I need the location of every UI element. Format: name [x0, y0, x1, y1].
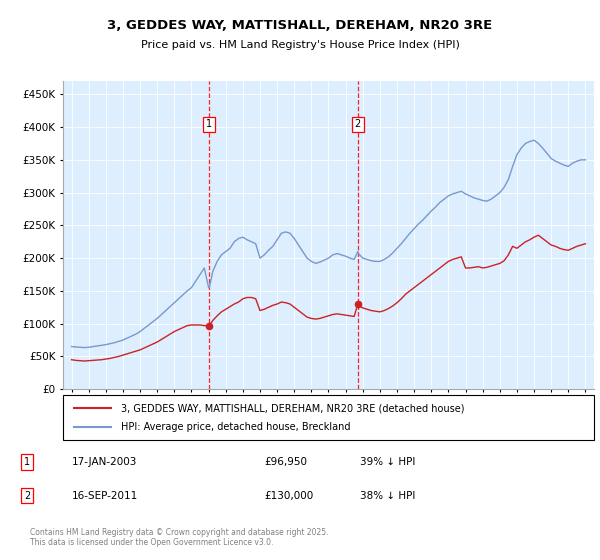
Text: 17-JAN-2003: 17-JAN-2003 — [72, 457, 137, 467]
FancyBboxPatch shape — [63, 395, 594, 440]
Text: 1: 1 — [24, 457, 30, 467]
Text: HPI: Average price, detached house, Breckland: HPI: Average price, detached house, Brec… — [121, 422, 351, 432]
Text: 3, GEDDES WAY, MATTISHALL, DEREHAM, NR20 3RE (detached house): 3, GEDDES WAY, MATTISHALL, DEREHAM, NR20… — [121, 403, 465, 413]
Text: Contains HM Land Registry data © Crown copyright and database right 2025.
This d: Contains HM Land Registry data © Crown c… — [30, 528, 329, 547]
Text: 3, GEDDES WAY, MATTISHALL, DEREHAM, NR20 3RE: 3, GEDDES WAY, MATTISHALL, DEREHAM, NR20… — [107, 18, 493, 32]
Text: 1: 1 — [206, 119, 212, 129]
Text: 2: 2 — [355, 119, 361, 129]
Text: Price paid vs. HM Land Registry's House Price Index (HPI): Price paid vs. HM Land Registry's House … — [140, 40, 460, 50]
Text: 16-SEP-2011: 16-SEP-2011 — [72, 491, 138, 501]
Text: £96,950: £96,950 — [264, 457, 307, 467]
Text: 38% ↓ HPI: 38% ↓ HPI — [360, 491, 415, 501]
Text: £130,000: £130,000 — [264, 491, 313, 501]
Text: 39% ↓ HPI: 39% ↓ HPI — [360, 457, 415, 467]
Text: 2: 2 — [24, 491, 30, 501]
